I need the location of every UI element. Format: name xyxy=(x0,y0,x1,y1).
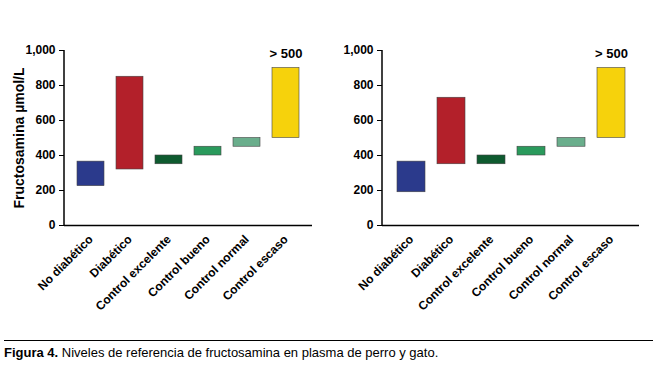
svg-text:0: 0 xyxy=(367,218,374,232)
svg-text:Diabético: Diabético xyxy=(86,232,135,281)
svg-text:Control bueno: Control bueno xyxy=(145,232,213,301)
svg-text:Control excelente: Control excelente xyxy=(92,232,174,314)
svg-text:600: 600 xyxy=(35,113,55,127)
svg-text:> 500: > 500 xyxy=(270,46,303,61)
svg-text:400: 400 xyxy=(35,148,55,162)
svg-text:Diabético: Diabético xyxy=(408,232,457,281)
svg-text:200: 200 xyxy=(35,183,55,197)
svg-text:Control normal: Control normal xyxy=(505,232,577,303)
svg-text:Control excelente: Control excelente xyxy=(415,232,496,313)
svg-text:Control escaso: Control escaso xyxy=(220,232,291,303)
svg-text:Control escaso: Control escaso xyxy=(545,232,616,303)
svg-text:No diabético: No diabético xyxy=(356,232,417,293)
svg-text:Control normal: Control normal xyxy=(181,232,252,303)
svg-text:800: 800 xyxy=(35,78,55,92)
svg-text:No diabético: No diabético xyxy=(35,232,96,293)
svg-text:800: 800 xyxy=(353,78,373,92)
html-text:Figura 4. Niveles de referenci: Figura 4. Niveles de referencia de fruct… xyxy=(4,345,439,360)
svg-text:400: 400 xyxy=(353,148,373,162)
svg-text:1,000: 1,000 xyxy=(25,43,55,57)
svg-text:Control bueno: Control bueno xyxy=(468,232,537,301)
svg-text:> 500: > 500 xyxy=(595,46,628,61)
svg-text:1,000: 1,000 xyxy=(343,43,373,57)
svg-text:0: 0 xyxy=(49,218,56,232)
svg-text:600: 600 xyxy=(353,113,373,127)
svg-text:200: 200 xyxy=(353,183,373,197)
svg-text:Fructosamina µmol/L: Fructosamina µmol/L xyxy=(11,67,27,209)
